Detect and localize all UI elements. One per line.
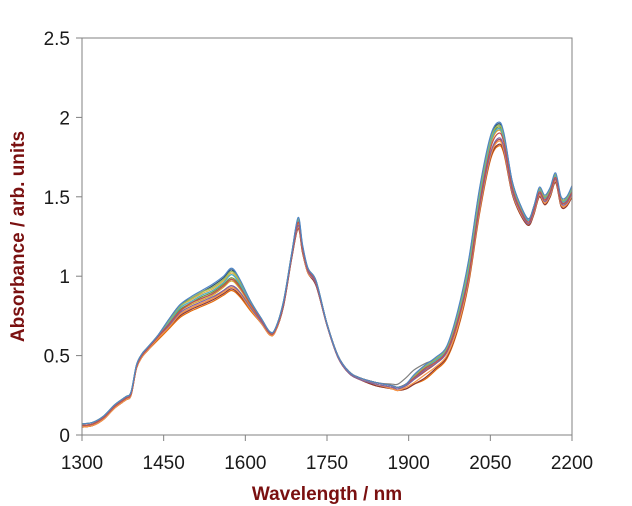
x-tick-label: 2050 [469, 453, 511, 474]
y-tick-label: 2 [59, 108, 70, 129]
x-tick-label: 1450 [143, 453, 185, 474]
x-tick-label: 1750 [306, 453, 348, 474]
x-tick-label: 2200 [551, 453, 593, 474]
series-layer [81, 121, 573, 428]
x-axis: 1300 1450 1600 1750 1900 2050 2200 [61, 435, 593, 474]
y-tick-label: 0 [59, 426, 70, 447]
x-tick-label: 1300 [61, 453, 103, 474]
y-axis-title: Absorbance / arb. units [8, 131, 29, 342]
series-line-spectrum-1 [81, 121, 573, 425]
y-tick-label: 0.5 [44, 347, 70, 368]
x-tick-label: 1900 [388, 453, 430, 474]
x-axis-title: Wavelength / nm [252, 484, 402, 505]
y-tick-label: 2.5 [44, 29, 70, 50]
y-tick-label: 1.5 [44, 188, 70, 209]
y-axis: 0 0.5 1 1.5 2 2.5 [44, 29, 82, 447]
x-tick-label: 1600 [224, 453, 266, 474]
y-tick-label: 1 [59, 267, 70, 288]
